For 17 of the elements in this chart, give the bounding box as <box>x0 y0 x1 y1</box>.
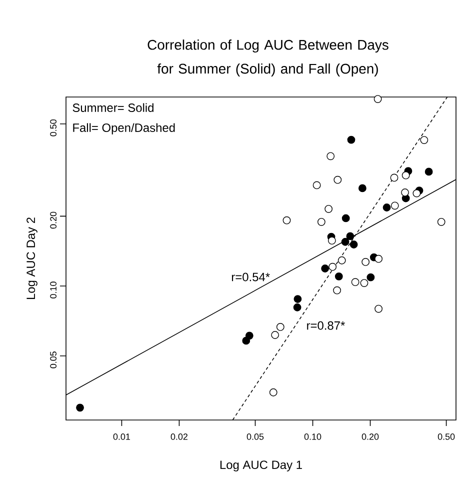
y-tick-label: 0.05 <box>50 352 56 368</box>
annotation: Summer= Solid <box>72 103 154 112</box>
y-axis-title: Log AUC Day 2 <box>26 218 38 300</box>
annotation: r=0.87* <box>307 321 345 330</box>
x-axis-title: Log AUC Day 1 <box>220 460 302 472</box>
x-tick-label: 0.50 <box>438 434 455 440</box>
x-tick-label: 0.10 <box>304 434 322 440</box>
x-tick-label: 0.20 <box>362 434 379 440</box>
y-tick-label: 0.10 <box>50 282 56 298</box>
annotation: Fall= Open/Dashed <box>73 123 175 134</box>
x-tick-label: 0.02 <box>170 434 188 440</box>
y-tick-label: 0.20 <box>50 212 56 229</box>
chart-title: Correlation of Log AUC Between Days for Summer (Solid) and Fall (Open) <box>148 40 388 76</box>
y-tick-label: 0.50 <box>50 120 56 136</box>
x-tick-label: 0.01 <box>113 434 130 440</box>
annotation: r=0.54* <box>232 272 270 282</box>
x-tick-label: 0.05 <box>246 434 264 440</box>
